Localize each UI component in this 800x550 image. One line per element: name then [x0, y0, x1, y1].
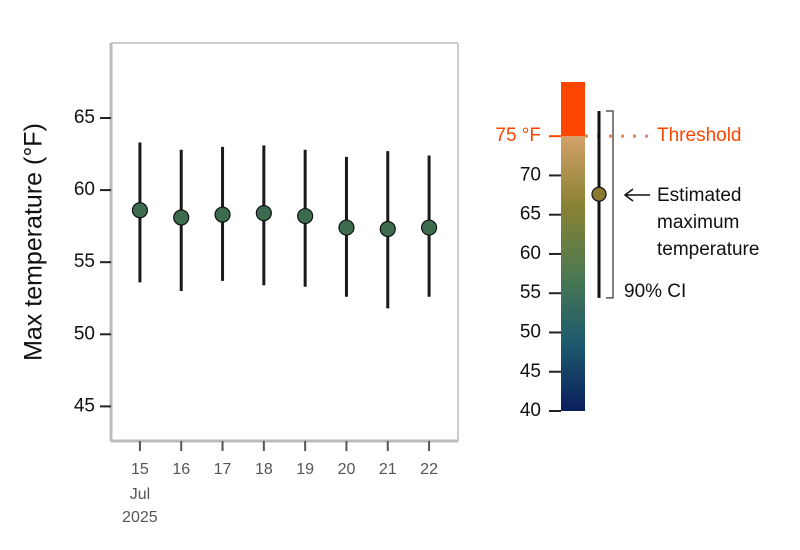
- colorbar-tick-label: 60: [520, 243, 541, 264]
- colorbar-tick-label: 40: [520, 400, 541, 421]
- y-tick-label: 50: [74, 323, 95, 344]
- colorbar-tick-label: 70: [520, 164, 541, 185]
- x-tick-label: 15: [131, 461, 149, 478]
- y-tick-label: 45: [74, 395, 95, 416]
- point: [379, 220, 396, 238]
- x-tick-label: 19: [296, 461, 314, 478]
- colorbar-tick-label: 75 °F: [495, 125, 541, 146]
- x-tick-label: 16: [172, 461, 190, 478]
- x-tick-label: 18: [255, 461, 273, 478]
- x-tick-label: 22: [420, 461, 438, 478]
- y-tick-label: 60: [74, 179, 95, 200]
- point: [297, 207, 314, 225]
- y-tick-label: 65: [74, 107, 95, 128]
- estimate-label: temperature: [657, 239, 759, 260]
- point: [420, 219, 438, 236]
- y-axis-label: Max temperature (°F): [20, 123, 48, 361]
- ci-label: 90% CI: [624, 281, 686, 302]
- point: [173, 209, 190, 226]
- arrow: [623, 188, 650, 202]
- colorbar: [561, 136, 585, 411]
- colorbar-tick-label: 65: [520, 204, 541, 225]
- legend-point: [591, 186, 607, 202]
- x-year-label: 2025: [122, 509, 158, 526]
- colorbar-tick-label: 50: [520, 321, 541, 342]
- point: [255, 205, 272, 222]
- estimate-label: Estimated: [657, 185, 741, 206]
- threshold-label: Threshold: [657, 125, 742, 146]
- point: [214, 206, 231, 223]
- x-tick-label: 17: [214, 461, 232, 478]
- estimate-label: maximum: [657, 212, 739, 233]
- y-tick-label: 55: [74, 251, 95, 272]
- point: [338, 219, 355, 236]
- point: [131, 202, 149, 219]
- colorbar-threshold: [561, 82, 585, 137]
- ci-bracket: [606, 110, 614, 299]
- colorbar-tick-label: 45: [520, 361, 541, 382]
- x-tick-label: 20: [338, 461, 356, 478]
- colorbar-tick-label: 55: [520, 282, 541, 303]
- x-month-label: Jul: [130, 486, 150, 503]
- x-tick-label: 21: [379, 461, 397, 478]
